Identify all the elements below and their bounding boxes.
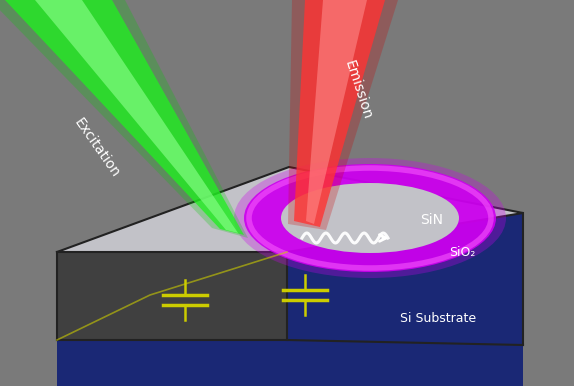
Polygon shape xyxy=(57,167,523,252)
Polygon shape xyxy=(306,0,367,224)
Ellipse shape xyxy=(281,183,459,253)
Text: Excitation: Excitation xyxy=(72,116,122,180)
Polygon shape xyxy=(57,340,523,386)
Text: Emission: Emission xyxy=(342,59,374,122)
Polygon shape xyxy=(287,213,523,345)
Polygon shape xyxy=(35,0,238,233)
Text: Si Substrate: Si Substrate xyxy=(400,312,476,325)
Ellipse shape xyxy=(234,158,506,278)
Polygon shape xyxy=(0,0,248,238)
Polygon shape xyxy=(57,252,287,340)
Text: SiN: SiN xyxy=(421,213,444,227)
Ellipse shape xyxy=(244,164,496,272)
Polygon shape xyxy=(294,0,385,227)
Text: SiO₂: SiO₂ xyxy=(449,245,475,259)
Polygon shape xyxy=(288,0,398,230)
Polygon shape xyxy=(5,0,244,235)
